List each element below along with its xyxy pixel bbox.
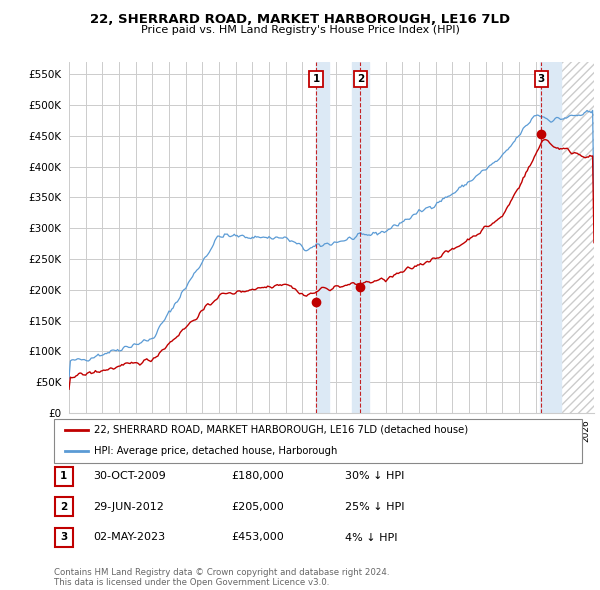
Bar (540, 62, 560, 413)
Text: HPI: Average price, detached house, Harborough: HPI: Average price, detached house, Harb… (94, 446, 337, 456)
Bar (316, 62, 329, 413)
Text: £205,000: £205,000 (231, 502, 284, 512)
Text: Price paid vs. HM Land Registry's House Price Index (HPI): Price paid vs. HM Land Registry's House … (140, 25, 460, 35)
Text: 29-JUN-2012: 29-JUN-2012 (93, 502, 164, 512)
Bar (352, 62, 369, 413)
Text: 1: 1 (313, 74, 320, 84)
FancyBboxPatch shape (54, 419, 582, 463)
Text: £453,000: £453,000 (231, 533, 284, 542)
Text: 30% ↓ HPI: 30% ↓ HPI (345, 471, 404, 481)
Text: 3: 3 (60, 533, 68, 542)
Text: Contains HM Land Registry data © Crown copyright and database right 2024.
This d: Contains HM Land Registry data © Crown c… (54, 568, 389, 587)
Text: 1: 1 (60, 471, 68, 481)
Text: 4% ↓ HPI: 4% ↓ HPI (345, 533, 398, 542)
Text: 2: 2 (357, 74, 364, 84)
FancyBboxPatch shape (55, 528, 73, 547)
Text: 30-OCT-2009: 30-OCT-2009 (93, 471, 166, 481)
FancyBboxPatch shape (55, 467, 73, 486)
Text: 2: 2 (60, 502, 68, 512)
Bar (553, 62, 594, 413)
Text: £180,000: £180,000 (231, 471, 284, 481)
Text: 22, SHERRARD ROAD, MARKET HARBOROUGH, LE16 7LD (detached house): 22, SHERRARD ROAD, MARKET HARBOROUGH, LE… (94, 425, 468, 435)
Text: 02-MAY-2023: 02-MAY-2023 (93, 533, 165, 542)
FancyBboxPatch shape (55, 497, 73, 516)
Text: 3: 3 (538, 74, 545, 84)
Text: 25% ↓ HPI: 25% ↓ HPI (345, 502, 404, 512)
Text: 22, SHERRARD ROAD, MARKET HARBOROUGH, LE16 7LD: 22, SHERRARD ROAD, MARKET HARBOROUGH, LE… (90, 13, 510, 26)
